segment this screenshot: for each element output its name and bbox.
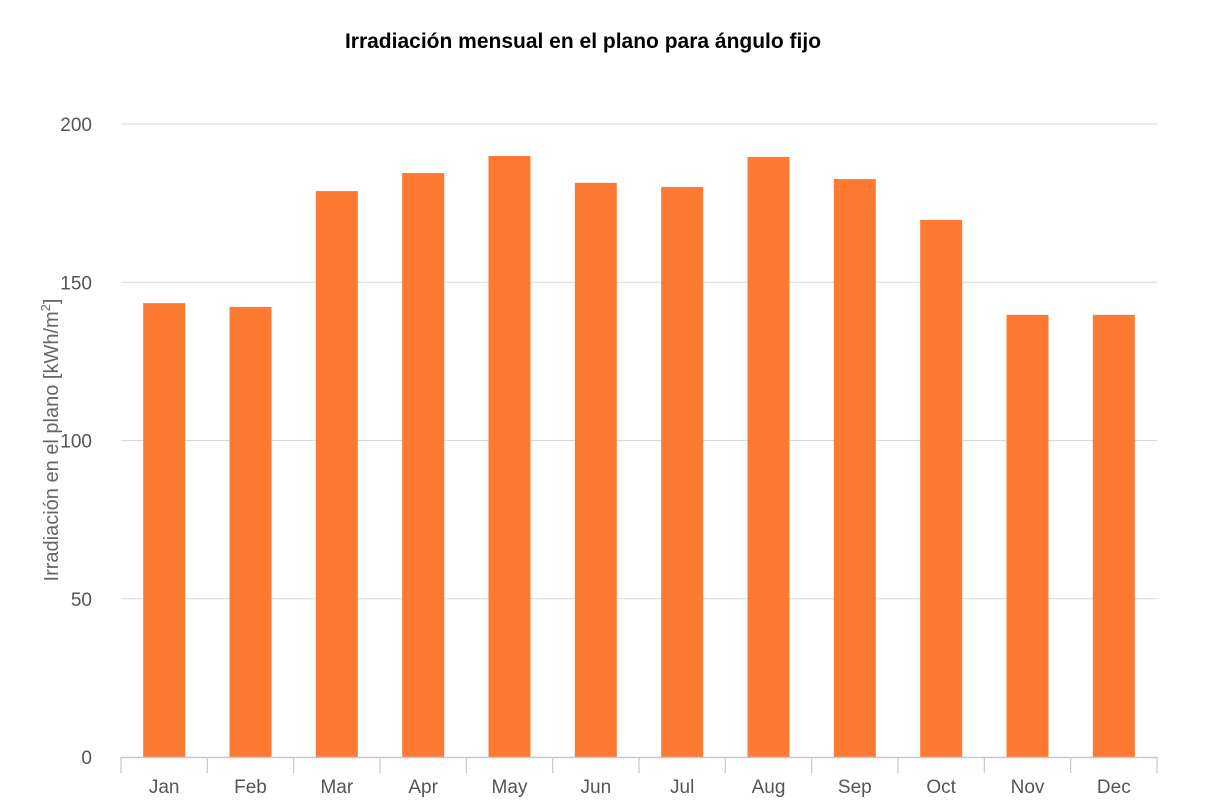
bar-may[interactable]	[488, 155, 531, 758]
bar-jun[interactable]	[574, 182, 617, 757]
x-tick-label: Apr	[408, 777, 438, 798]
bar-jan[interactable]	[143, 303, 186, 757]
x-tick-label: Jan	[149, 777, 180, 798]
bar-aug[interactable]	[747, 156, 790, 757]
y-axis-label-sup: 2	[38, 304, 53, 311]
y-tick-labels: 0 50 100 150 200	[60, 115, 92, 769]
y-axis-label-main: Irradiación en el plano [kWh/m	[41, 311, 63, 581]
bar-dec[interactable]	[1092, 314, 1135, 757]
bar-jul[interactable]	[661, 186, 704, 757]
x-tick-label: Aug	[752, 777, 786, 798]
bar-mar[interactable]	[315, 191, 358, 757]
y-axis-label-suffix: ]	[41, 299, 63, 305]
x-tick-label: Dec	[1097, 777, 1131, 798]
y-axis-label: Irradiación en el plano [kWh/m2]	[38, 299, 63, 582]
x-tick-label: Sep	[838, 777, 872, 798]
y-tick-label: 0	[81, 748, 92, 769]
y-tick-label: 150	[60, 273, 92, 294]
x-tick-label: Mar	[320, 777, 353, 798]
x-tick-label: Feb	[234, 777, 267, 798]
y-tick-label: 50	[71, 590, 92, 611]
bar-apr[interactable]	[402, 173, 445, 757]
bar-feb[interactable]	[229, 306, 272, 757]
y-tick-label: 100	[60, 432, 92, 453]
x-axis: Jan Feb Mar Apr May Jun Jul Aug Sep Oct Nov Dec	[120, 756, 1158, 798]
x-tick-label: Jul	[670, 777, 694, 798]
x-tick-label: May	[492, 777, 528, 798]
bar-oct[interactable]	[920, 219, 963, 757]
bar-sep[interactable]	[833, 179, 876, 758]
chart-title: Irradiación mensual en el plano para áng…	[345, 30, 821, 53]
x-tick-label: Jun	[581, 777, 612, 798]
x-tick-label: Oct	[926, 777, 956, 798]
x-tick-label: Nov	[1011, 777, 1045, 798]
bars	[143, 155, 1135, 758]
y-tick-label: 200	[60, 115, 92, 136]
bar-nov[interactable]	[1006, 314, 1049, 757]
gridlines	[121, 123, 1157, 600]
